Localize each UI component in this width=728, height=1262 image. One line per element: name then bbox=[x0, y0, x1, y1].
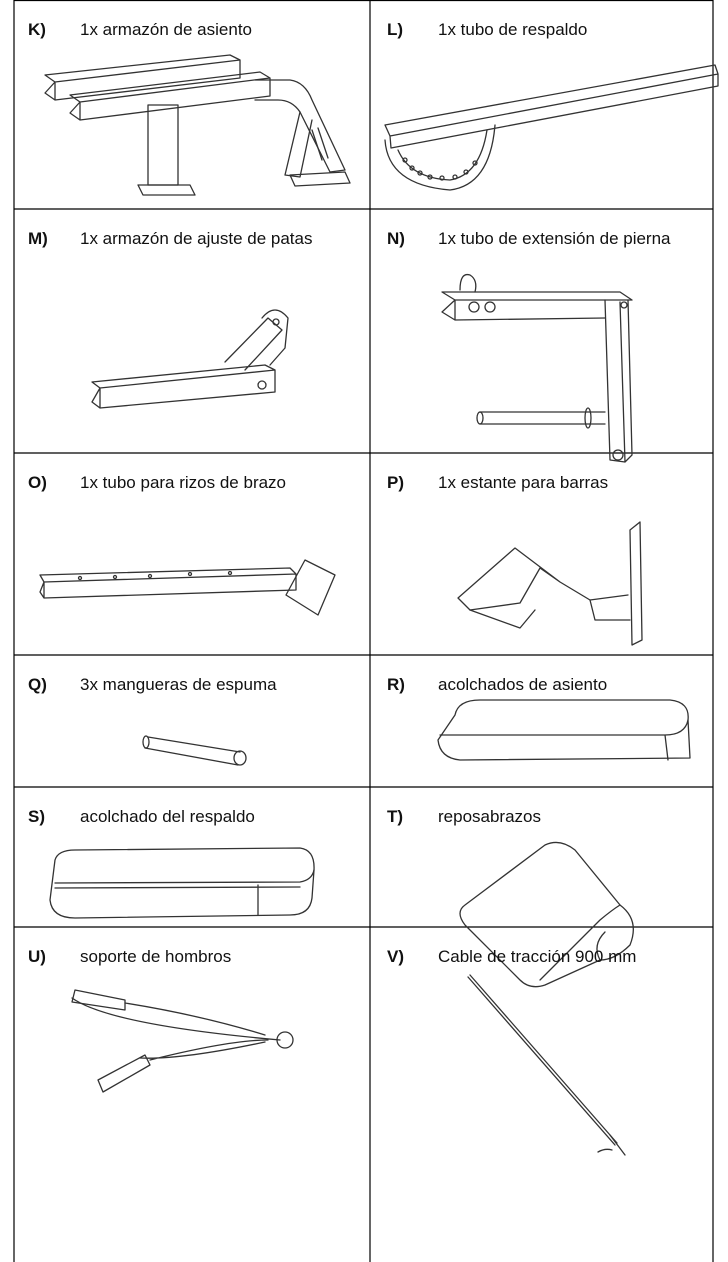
item-letter: O) bbox=[28, 473, 47, 492]
item-label: reposabrazos bbox=[438, 807, 542, 826]
item-label: 1x armazón de asiento bbox=[80, 20, 252, 39]
item-label: acolchado del respaldo bbox=[80, 807, 255, 826]
drawing-leg-extension bbox=[441, 273, 633, 463]
item-label: 1x tubo para rizos de brazo bbox=[80, 473, 287, 492]
item-letter: T) bbox=[387, 807, 404, 826]
drawing-back-pad bbox=[49, 847, 315, 919]
drawing-arm-rest bbox=[459, 841, 634, 988]
drawing-back-tube bbox=[384, 64, 719, 191]
item-letter: M) bbox=[28, 229, 48, 248]
drawing-seat-frame bbox=[44, 54, 351, 196]
item-letter: L) bbox=[387, 20, 404, 39]
item-letter: V) bbox=[387, 947, 404, 966]
item-label: 1x tubo de respaldo bbox=[438, 20, 588, 39]
item-label: Cable de tracción 900 mm bbox=[438, 947, 637, 966]
item-label: acolchados de asiento bbox=[438, 675, 608, 694]
item-letter: U) bbox=[28, 947, 46, 966]
item-letter: Q) bbox=[28, 675, 47, 694]
item-label: 1x tubo de extensión de pierna bbox=[438, 229, 671, 248]
item-label: 3x mangueras de espuma bbox=[80, 675, 277, 694]
item-letter: S) bbox=[28, 807, 45, 826]
item-letter: K) bbox=[28, 20, 46, 39]
item-label: soporte de hombros bbox=[80, 947, 232, 966]
drawing-leg-frame bbox=[91, 309, 289, 409]
drawing-seat-pad bbox=[437, 699, 691, 761]
drawing-pull-cable bbox=[467, 974, 626, 1156]
drawing-bar-rack bbox=[457, 521, 643, 646]
item-letter: P) bbox=[387, 473, 404, 492]
item-label: 1x estante para barras bbox=[438, 473, 609, 492]
item-letter: N) bbox=[387, 229, 405, 248]
item-letter: R) bbox=[387, 675, 405, 694]
drawing-shoulder-support bbox=[71, 989, 294, 1093]
drawing-foam-hose bbox=[142, 735, 247, 766]
table-grid bbox=[13, 0, 714, 1262]
drawing-arm-tube bbox=[39, 559, 336, 616]
item-label: 1x armazón de ajuste de patas bbox=[80, 229, 313, 248]
